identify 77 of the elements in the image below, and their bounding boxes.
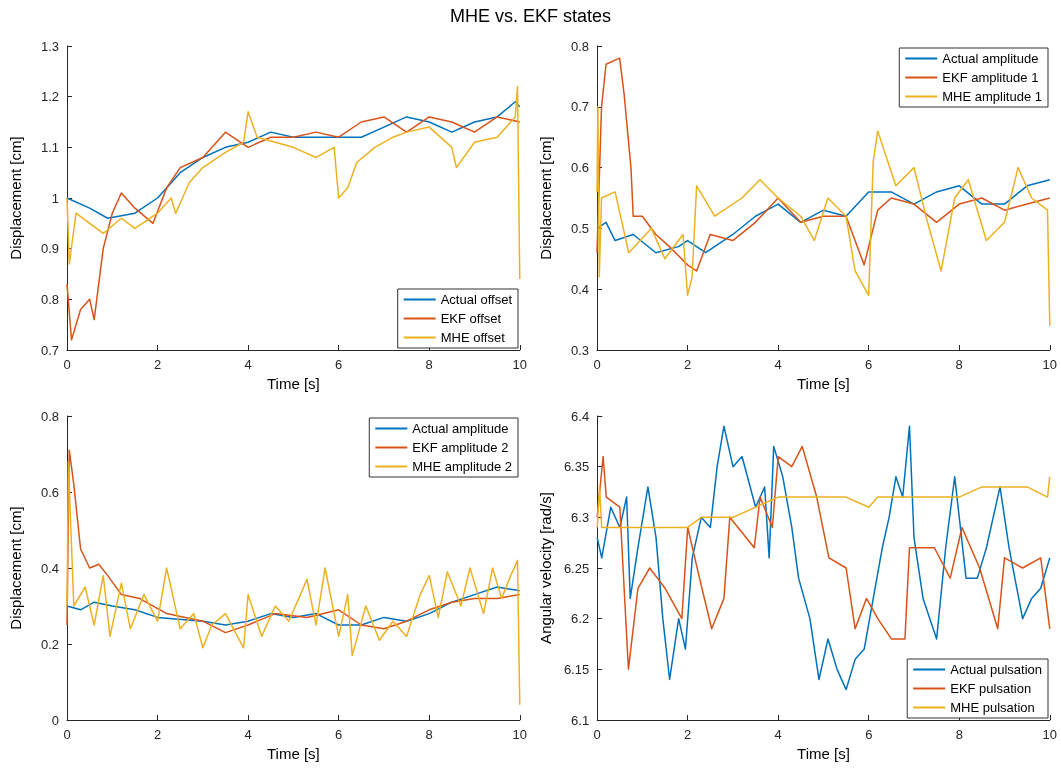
y-tick-label: 0.3 [570,342,589,358]
y-tick-label: 0.4 [570,281,589,297]
chart-title: MHE vs. EKF states [448,6,612,27]
line-series [66,460,521,706]
x-tick-label: 10 [512,357,527,372]
y-tick-label: 6.25 [563,560,590,576]
y-tick-label: 6.3 [571,509,590,525]
y-axis-title: Displacement [cm] [7,136,24,260]
line-series [66,116,521,341]
x-tick-label: 2 [153,727,162,742]
x-tick-label: 10 [512,727,527,742]
legend-label: EKF amplitude 1 [942,70,1039,85]
x-tick-label: 8 [425,727,433,742]
x-axis-title: Time [s] [797,745,850,762]
x-tick-label: 10 [1042,357,1057,372]
y-axis-title: Angular velocity [rad/s] [537,492,554,644]
x-tick-label: 4 [774,357,782,372]
y-tick-label: 6.1 [571,712,590,728]
x-tick-label: 2 [683,357,692,372]
x-tick-label: 0 [63,357,71,372]
legend-label: MHE pulsation [950,700,1035,715]
y-tick-label: 0.7 [40,342,59,358]
line-series [66,85,521,280]
legend-label: Actual pulsation [950,662,1042,677]
y-tick-label: 6.35 [563,459,590,475]
x-tick-label: 2 [684,727,692,742]
x-tick-label: 4 [244,727,252,742]
y-tick-label: 1 [51,190,59,206]
x-tick-label: 8 [955,727,963,742]
legend-label: MHE amplitude 2 [412,459,513,474]
x-tick-label: 6 [335,357,343,372]
x-tick-label: 8 [425,357,433,372]
line-series [66,100,521,220]
y-tick-label: 0.5 [570,220,589,236]
y-tick-label: 0.7 [570,99,589,115]
line-series [596,106,1051,327]
x-tick-label: 6 [865,357,873,372]
x-tick-label: 0 [593,727,601,742]
y-tick-label: 0.4 [40,560,59,576]
y-axis-title: Displacement [cm] [537,136,554,260]
legend-label: Actual amplitude [412,421,509,436]
y-axis-title: Displacement [cm] [7,506,24,630]
legend-label: EKF offset [440,311,502,326]
legend-label: MHE amplitude 1 [942,89,1043,104]
x-tick-label: 8 [955,357,963,372]
legend-label: Actual offset [440,292,513,307]
y-tick-label: 1.3 [40,38,59,54]
y-tick-label: 0.8 [40,291,59,307]
legend-label: MHE offset [440,330,506,345]
y-tick-label: 0.8 [40,408,59,424]
x-tick-label: 0 [593,357,601,372]
y-tick-label: 0.9 [40,241,59,257]
y-tick-label: 6.2 [571,611,590,627]
legend-label: Actual amplitude [942,51,1039,66]
legend-label: EKF amplitude 2 [412,440,509,455]
y-tick-label: 0.6 [40,484,59,500]
x-tick-label: 6 [335,727,343,742]
y-tick-label: 0.6 [570,160,589,176]
y-tick-label: 6.15 [563,661,590,677]
x-tick-label: 4 [244,357,252,372]
x-axis-title: Time [s] [266,745,320,762]
x-tick-label: 6 [865,727,873,742]
x-tick-label: 0 [63,727,71,742]
line-series [596,476,1051,529]
y-tick-label: 1.1 [40,139,59,155]
line-series [66,586,521,626]
x-axis-title: Time [s] [796,375,850,392]
y-tick-label: 0.8 [570,38,589,54]
x-tick-label: 4 [774,727,782,742]
y-tick-label: 0 [51,712,59,728]
x-tick-label: 2 [153,357,162,372]
y-tick-label: 1.2 [40,89,59,105]
legend-label: EKF pulsation [950,681,1032,696]
y-tick-label: 0.2 [40,636,59,652]
y-tick-label: 6.4 [571,408,590,424]
x-tick-label: 10 [1042,727,1057,742]
x-axis-title: Time [s] [266,375,320,392]
